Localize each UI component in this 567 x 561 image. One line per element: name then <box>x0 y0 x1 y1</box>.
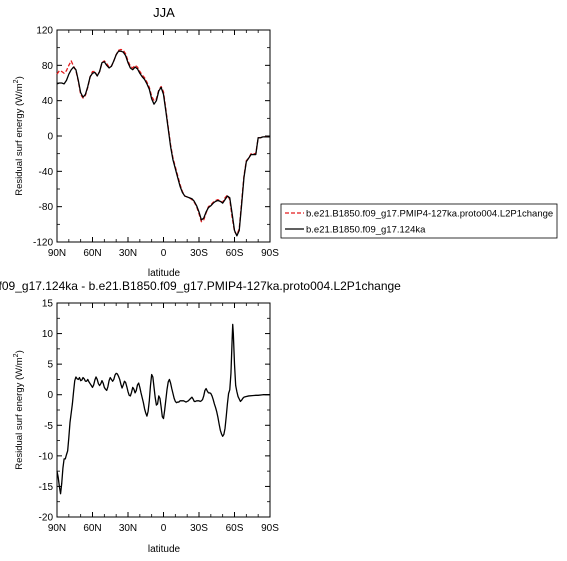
top-y-axis: -120 -80 -40 0 40 80 120 <box>33 26 270 249</box>
top-y-tick-label: -40 <box>39 167 54 178</box>
top-x-tick-label: 30S <box>190 248 208 259</box>
bottom-y-axis-label: Residual surf energy (W/m2) <box>13 350 25 470</box>
top-y-tick-label: 80 <box>42 61 54 72</box>
bottom-x-tick-label: 30N <box>119 523 137 534</box>
top-x-tick-label: 60N <box>83 248 101 259</box>
bottom-y-axis: -20 -15 -10 -5 0 5 10 15 <box>39 299 270 524</box>
top-chart-title: JJA <box>153 5 175 20</box>
bottom-y-tick-label: -15 <box>39 482 54 493</box>
top-x-tick-label: 60S <box>226 248 244 259</box>
legend-label-0: b.e21.B1850.f09_g17.PMIP4-127ka.proto004… <box>306 209 553 220</box>
top-plot-frame <box>56 29 271 243</box>
top-x-tick-label: 90S <box>261 248 279 259</box>
bottom-plot-frame <box>56 302 271 518</box>
bottom-series-group <box>56 323 270 495</box>
top-y-tick-label: -80 <box>39 202 54 213</box>
bottom-y-tick-label: -10 <box>39 451 54 462</box>
bottom-chart-title: b.e21.B1850.f09_g17.124ka - b.e21.B1850.… <box>0 279 401 293</box>
top-series-group <box>56 48 270 237</box>
top-x-tick-label: 90N <box>48 248 66 259</box>
top-y-tick-label: 120 <box>36 26 53 37</box>
top-x-tick-label: 30N <box>119 248 137 259</box>
bottom-x-tick-label: 90S <box>261 523 279 534</box>
bottom-y-tick-label: 5 <box>47 360 53 371</box>
bottom-y-tick-label: -5 <box>44 421 53 432</box>
bottom-x-axis: 90N 60N 30N 0 30S 60S 90S <box>48 303 279 534</box>
bottom-y-tick-label: 10 <box>42 329 54 340</box>
bottom-x-tick-label: 60N <box>83 523 101 534</box>
top-y-tick-label: 40 <box>42 96 54 107</box>
bottom-x-tick-label: 90N <box>48 523 66 534</box>
bottom-y-tick-label: 15 <box>42 299 54 310</box>
bottom-y-tick-label: -20 <box>39 513 54 524</box>
bottom-x-tick-label: 30S <box>190 523 208 534</box>
top-y-axis-label: Residual surf energy (W/m2) <box>13 76 25 196</box>
bottom-series-line-0 <box>56 323 270 495</box>
legend-label-1: b.e21.B1850.f09_g17.124ka <box>306 225 426 236</box>
legend-frame <box>280 203 558 239</box>
top-y-tick-label: -120 <box>33 238 53 249</box>
bottom-y-tick-label: 0 <box>47 390 53 401</box>
top-x-axis: 90N 60N 30N 0 30S 60S 90S <box>48 30 279 259</box>
top-series-line-1 <box>56 50 270 237</box>
top-legend: b.e21.B1850.f09_g17.PMIP4-127ka.proto004… <box>280 203 558 239</box>
top-series-line-0 <box>56 48 270 236</box>
bottom-x-tick-label: 0 <box>161 523 167 534</box>
bottom-x-tick-label: 60S <box>226 523 244 534</box>
top-x-tick-label: 0 <box>161 248 167 259</box>
top-y-tick-label: 0 <box>47 132 53 143</box>
top-x-axis-label: latitude <box>148 268 181 279</box>
bottom-panel: b.e21.B1850.f09_g17.124ka - b.e21.B1850.… <box>0 279 401 555</box>
bottom-x-axis-label: latitude <box>148 544 181 555</box>
